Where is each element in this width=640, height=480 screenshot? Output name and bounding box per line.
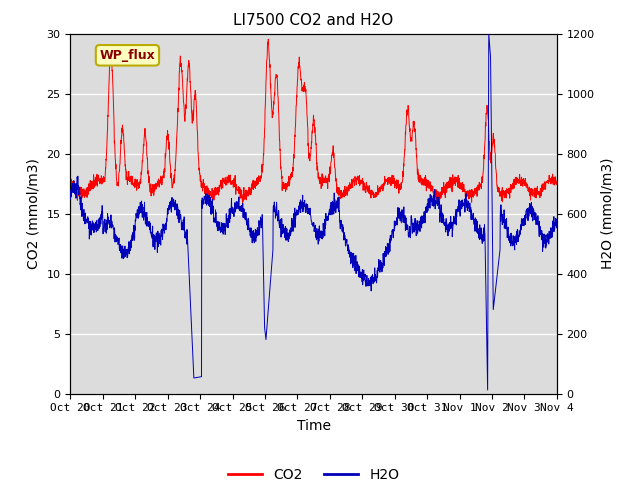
X-axis label: Time: Time <box>296 419 331 433</box>
Legend: CO2, H2O: CO2, H2O <box>222 462 405 480</box>
Y-axis label: CO2 (mmol/m3): CO2 (mmol/m3) <box>27 158 41 269</box>
Title: LI7500 CO2 and H2O: LI7500 CO2 and H2O <box>234 13 394 28</box>
Y-axis label: H2O (mmol/m3): H2O (mmol/m3) <box>600 158 614 269</box>
Text: WP_flux: WP_flux <box>100 49 156 62</box>
